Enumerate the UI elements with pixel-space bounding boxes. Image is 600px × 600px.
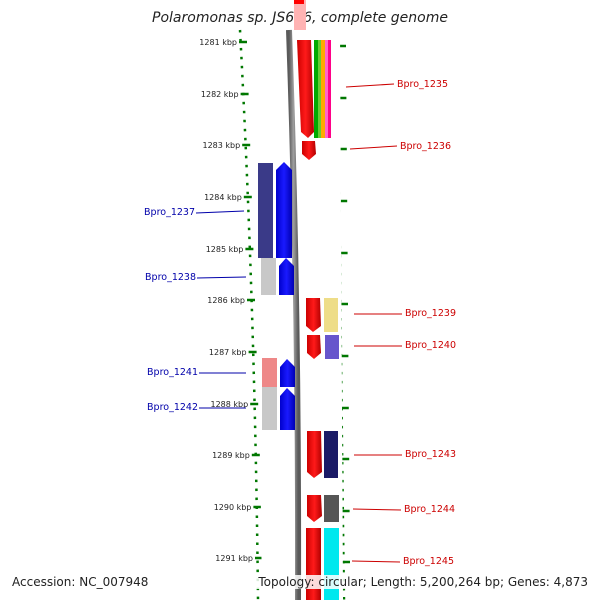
gene-partial-top-red (294, 0, 304, 4)
gene-label-bpro-1241[interactable]: Bpro_1241 (147, 367, 198, 378)
gene-bpro-1243[interactable] (307, 431, 338, 478)
gene-bpro-1235[interactable] (297, 40, 331, 138)
gene-leader-line (349, 145, 398, 150)
gene-bpro-1237[interactable] (258, 162, 292, 258)
gene-leader-line (195, 210, 245, 214)
ruler-tick-label: 1285 kbp (206, 245, 244, 254)
gene-label-bpro-1243[interactable]: Bpro_1243 (405, 449, 456, 460)
gene-label-bpro-1237[interactable]: Bpro_1237 (144, 207, 195, 218)
gene-bpro-1238[interactable] (261, 258, 294, 295)
gene-partial-top (294, 0, 306, 30)
ruler-ticks: 1281 kbp 1282 kbp 1283 kbp 1284 kbp 1285 kbp… (199, 38, 350, 564)
gene-bpro-1236[interactable] (302, 141, 316, 160)
gene-label-bpro-1238[interactable]: Bpro_1238 (145, 272, 196, 283)
gene-bpro-1242[interactable] (262, 387, 295, 430)
gene-leader-line (352, 508, 402, 511)
gene-bpro-1240[interactable] (307, 335, 339, 359)
gene-label-bpro-1235[interactable]: Bpro_1235 (397, 79, 448, 90)
gene-leader-line (196, 276, 247, 279)
ruler-tick-label: 1287 kbp (209, 348, 247, 357)
genome-backbone (286, 29, 302, 600)
genome-summary: Topology: circular; Length: 5,200,264 bp… (256, 575, 590, 589)
gene-label-bpro-1240[interactable]: Bpro_1240 (405, 340, 456, 351)
gene-bpro-1241[interactable] (262, 358, 295, 387)
accession-text: Accession: NC_007948 (10, 575, 151, 589)
gene-label-bpro-1239[interactable]: Bpro_1239 (405, 308, 456, 319)
ruler-tick-label: 1288 kbp (210, 400, 248, 409)
ruler-tick-label: 1281 kbp (199, 38, 237, 47)
ruler-tick-label: 1289 kbp (212, 451, 250, 460)
gene-label-bpro-1245[interactable]: Bpro_1245 (403, 556, 454, 567)
ruler-tick-label: 1283 kbp (202, 141, 240, 150)
ruler-tick-label: 1282 kbp (201, 90, 239, 99)
gene-leader-line (351, 560, 401, 563)
gene-label-bpro-1236[interactable]: Bpro_1236 (400, 141, 451, 152)
ruler-tick-label: 1290 kbp (214, 503, 252, 512)
gene-labels: Bpro_1235 Bpro_1236 Bpro_1237 Bpro_1238 Bpro… (144, 79, 456, 567)
outer-ring-dotted (238, 29, 260, 600)
gene-label-bpro-1244[interactable]: Bpro_1244 (404, 504, 455, 515)
domain-stripes (314, 40, 318, 138)
ruler-tick-label: 1291 kbp (215, 554, 253, 563)
ruler-tick-label: 1284 kbp (204, 193, 242, 202)
ruler-tick-label: 1286 kbp (207, 296, 245, 305)
gene-bpro-1244[interactable] (307, 495, 339, 522)
gene-leader-line (345, 83, 395, 88)
gene-label-bpro-1242[interactable]: Bpro_1242 (147, 402, 198, 413)
gene-bpro-1239[interactable] (306, 298, 338, 332)
